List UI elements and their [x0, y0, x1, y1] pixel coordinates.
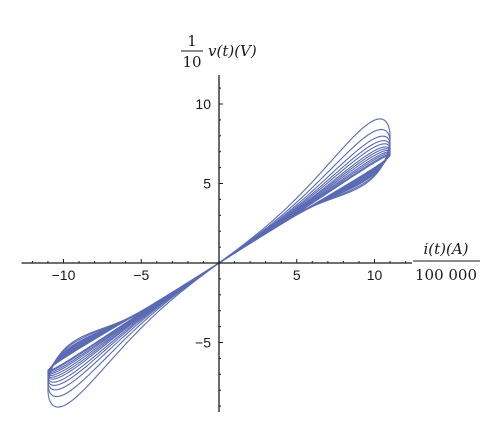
y-axis-label: 1 10 v(t)(V)	[181, 32, 257, 71]
y-axis-label-text: v(t)(V)	[208, 42, 257, 60]
x-tick-label: 10	[367, 267, 383, 283]
y-axis-label-numerator: 1	[187, 32, 197, 50]
x-tick-label: −5	[133, 267, 149, 283]
ticks: −10 −5 5 10 −5 5 10	[31, 87, 407, 407]
x-axis-label-denominator: 100 000	[415, 266, 477, 284]
y-tick-label: 5	[203, 176, 211, 192]
y-tick-label: 10	[195, 96, 211, 112]
axes	[21, 75, 412, 412]
y-tick-label: −5	[195, 335, 211, 351]
x-axis-label-text: i(t)(A)	[423, 240, 468, 258]
x-tick-label: 5	[293, 267, 301, 283]
x-tick-label: −10	[52, 267, 76, 283]
x-axis-label: i(t)(A) 100 000	[413, 240, 480, 284]
y-axis-label-denominator: 10	[182, 53, 201, 71]
